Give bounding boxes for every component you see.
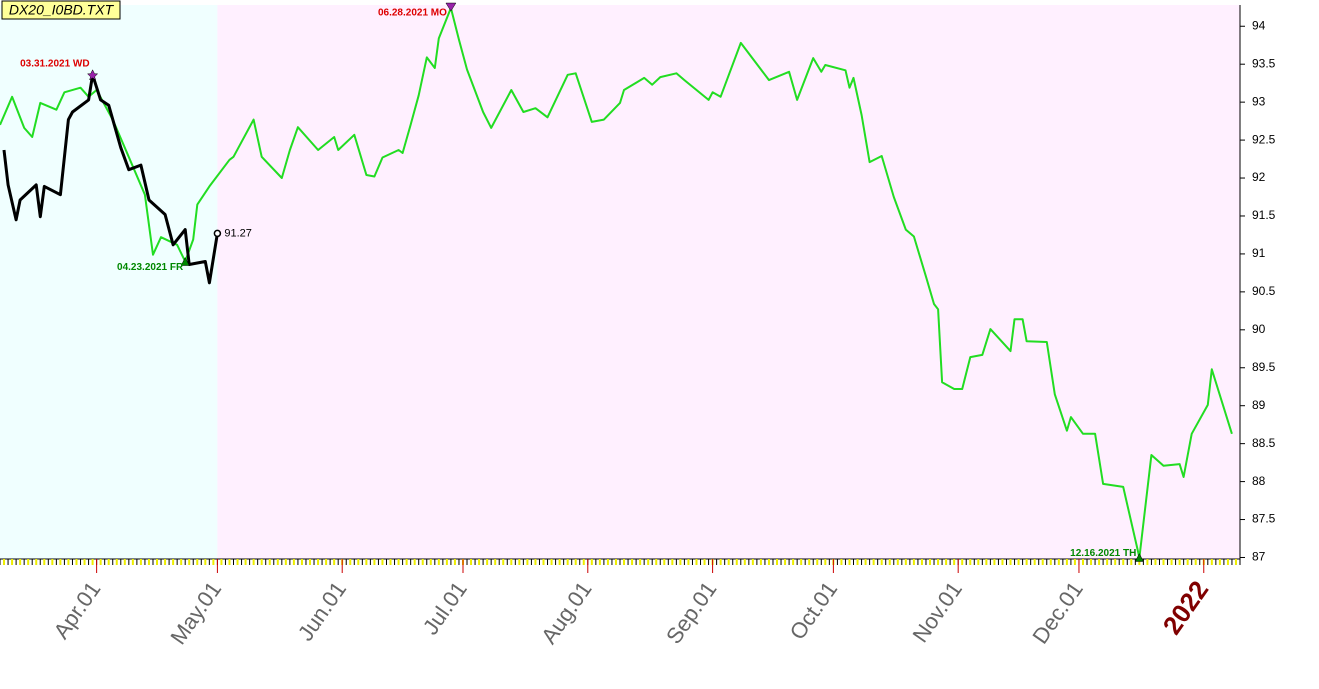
y-tick-label: 93.5 [1252,56,1276,70]
current-period-background [217,5,1241,559]
y-tick-label: 91.5 [1252,208,1276,222]
y-tick-label: 87 [1252,550,1266,564]
x-tick-label: Aug.01 [536,577,596,648]
y-tick-label: 88.5 [1252,436,1276,450]
prior-period-background [0,5,218,559]
series-line [2,73,219,285]
y-tick-label: 90 [1252,322,1266,336]
x-tick-label: Dec.01 [1027,577,1087,648]
annotation-marker [86,69,99,81]
y-tick-label: 89.5 [1252,360,1276,374]
x-tick-label: Nov.01 [908,577,968,647]
annotation-marker [180,256,190,266]
annotation-label: 06.28.2021 MO [378,8,447,19]
y-tick-label: 90.5 [1252,284,1276,298]
x-tick-label: Jul.01 [418,577,472,639]
x-tick-label: Sep.01 [661,577,721,648]
x-tick-label: 2022 [1157,575,1215,640]
minor-ticks [3,559,1237,565]
annotation-label: 12.16.2021 TH [1070,548,1136,559]
y-tick-label: 92.5 [1252,132,1276,146]
x-tick-label: Apr.01 [49,577,106,643]
annotation-label: 03.31.2021 WD [20,58,90,69]
annotation-marker [445,2,457,12]
title-box [1,0,121,20]
x-tick-label: Oct.01 [785,577,843,644]
y-tick-label: 87.5 [1252,512,1276,526]
y-tick-label: 89 [1252,398,1266,412]
series-line [0,7,1233,559]
chart-title: DX20_I0BD.TXT [9,2,115,18]
annotation-marker [1134,552,1144,562]
annotation-label: 04.23.2021 FR [117,262,184,273]
x-tick-label: Jun.01 [293,577,351,645]
y-tick-label: 92 [1252,170,1266,184]
end-point [213,229,222,238]
x-tick-label: May.01 [165,577,226,649]
y-tick-label: 93 [1252,94,1266,108]
minor-ticks [0,559,1241,565]
y-tick-label: 94 [1252,18,1266,32]
end-value-label: 91.27 [224,227,252,239]
y-tick-label: 91 [1252,246,1266,260]
y-tick-label: 88 [1252,474,1266,488]
